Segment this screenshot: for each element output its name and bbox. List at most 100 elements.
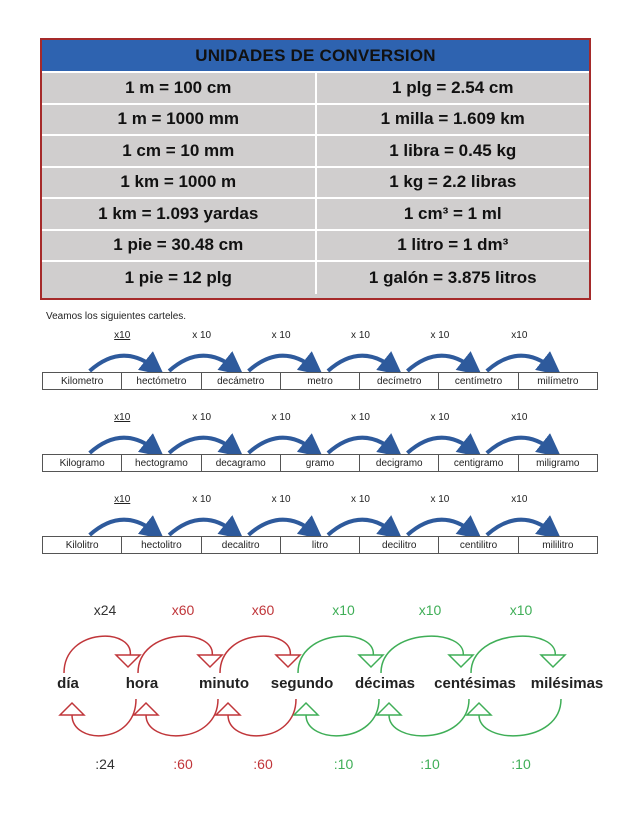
multiplier-label: x10	[114, 330, 131, 341]
multiplier-label: x24	[93, 602, 117, 618]
units-row: Kilogramo hectogramo decagramo gramo decigra…	[42, 454, 598, 472]
multiplier-label: x 10	[192, 494, 212, 505]
table-cell-left: 1 km = 1000 m	[42, 167, 317, 197]
arrow-icon	[247, 351, 324, 376]
multiplier-label: x10	[511, 330, 528, 341]
time-unit-label: hora	[125, 675, 159, 692]
arc-forward	[63, 635, 131, 674]
arc-backward	[227, 698, 297, 737]
arc-backward	[478, 698, 562, 737]
table-row: 1 pie = 30.48 cm 1 litro = 1 dm³	[42, 230, 589, 262]
multiplier-label: x 10	[430, 412, 450, 423]
arrow-up-icon	[214, 701, 242, 716]
time-unit-label: décimas	[354, 675, 416, 692]
table-row: 1 pie = 12 plg 1 galón = 3.875 litros	[42, 262, 589, 294]
arc-backward	[305, 698, 380, 737]
multiplier-label: x10	[509, 602, 533, 618]
arrow-icon	[326, 515, 403, 540]
divisor-label: :10	[333, 756, 354, 772]
arrow-icon	[485, 515, 562, 540]
unit-cell: decalitro	[202, 537, 281, 553]
table-cell-left: 1 pie = 30.48 cm	[42, 230, 317, 260]
arrow-icon	[406, 351, 482, 376]
arrow-icon	[88, 515, 165, 540]
unit-cell: centigramo	[439, 455, 519, 471]
multiplier-label: x 10	[271, 412, 291, 423]
divisor-label: :60	[253, 756, 273, 772]
table-row: 1 cm = 10 mm 1 libra = 0.45 kg	[42, 136, 589, 168]
multiplier-label: x 10	[192, 412, 212, 423]
arc-backward	[71, 698, 137, 737]
table-cell-right: 1 kg = 2.2 libras	[389, 172, 517, 192]
mass-units-diagram: x10 x 10 x 10 x 10 x 10 x10 Kilogramo hectogram…	[42, 410, 598, 476]
multiplier-label: x 10	[192, 330, 212, 341]
conversion-table: UNIDADES DE CONVERSION 1 m = 100 cm 1 pl…	[40, 38, 591, 300]
arrow-icon	[247, 433, 324, 458]
volume-units-diagram: x10 x 10 x 10 x 10 x 10 x10 Kilolitro hectolitr…	[42, 492, 598, 558]
arrow-down-icon	[539, 654, 567, 669]
divisor-label: :10	[511, 756, 531, 772]
multiplier-label: x60	[171, 602, 195, 618]
multiplier-label: x 10	[271, 494, 291, 505]
unit-cell: Kilogramo	[43, 455, 123, 471]
unit-cell: miligramo	[536, 457, 580, 469]
arrow-down-icon	[274, 654, 302, 669]
arrow-icon	[326, 433, 403, 458]
divisor-label: :24	[95, 756, 115, 772]
unit-cell: hectómetro	[122, 373, 202, 389]
unit-cell: centilitro	[439, 537, 519, 553]
table-cell-left: 1 m = 100 cm	[42, 73, 317, 103]
unit-cell: decilitro	[360, 537, 440, 553]
time-unit-label: segundo	[270, 675, 334, 692]
multiplier-label: x 10	[430, 494, 450, 505]
table-cell-left: 1 km = 1.093 yardas	[42, 199, 317, 229]
unit-cell: decigramo	[360, 455, 440, 471]
multiplier-label: x10	[418, 602, 442, 618]
unit-cell: decagramo	[202, 455, 281, 471]
arrow-icon	[247, 515, 324, 540]
units-row: Kilometro hectómetro decámetro metro decímet…	[42, 372, 598, 390]
arc-forward	[137, 635, 213, 674]
arrow-icon	[88, 433, 165, 458]
arrow-icon	[167, 351, 244, 376]
arc-backward	[388, 698, 470, 737]
arrow-icon	[167, 515, 244, 540]
time-unit-label: centésimas	[434, 675, 516, 692]
unit-cell: metro	[281, 373, 361, 389]
unit-cell: decámetro	[202, 373, 281, 389]
unit-cell: decímetro	[360, 373, 440, 389]
table-row: 1 km = 1000 m 1 kg = 2.2 libras	[42, 167, 589, 199]
multiplier-label: x60	[251, 602, 275, 618]
unit-cell: Kilometro	[43, 373, 123, 389]
time-arrows-svg	[58, 635, 567, 737]
table-cell-left: 1 pie = 12 plg	[42, 262, 317, 294]
unit-cell: centímetro	[439, 373, 519, 389]
table-cell-right: 1 litro = 1 dm³	[397, 235, 509, 255]
arrow-icon	[326, 351, 403, 376]
time-unit-label: minuto	[199, 675, 249, 692]
arrow-up-icon	[292, 701, 320, 716]
intro-text: Veamos los siguientes carteles.	[46, 311, 187, 322]
multiplier-label: x10	[114, 412, 131, 423]
multiplier-label: x10	[511, 412, 528, 423]
unit-cell: milímetro	[537, 375, 579, 387]
arc-forward	[219, 635, 291, 674]
arrow-down-icon	[196, 654, 224, 669]
table-title: UNIDADES DE CONVERSION	[42, 40, 589, 73]
arc-forward	[470, 635, 556, 674]
arrows-svg	[88, 351, 562, 376]
unit-cell: mililitro	[542, 539, 574, 551]
multiplier-label: x10	[114, 494, 131, 505]
arc-backward	[145, 698, 219, 737]
units-row: Kilolitro hectolitro decalitro litro decilit…	[42, 536, 598, 554]
arrow-up-icon	[132, 701, 160, 716]
arrows-svg	[88, 515, 562, 540]
arrow-down-icon	[114, 654, 142, 669]
table-cell-left: 1 m = 1000 mm	[42, 104, 317, 134]
arrow-icon	[88, 351, 165, 376]
arrows-svg	[88, 433, 562, 458]
table-cell-right: 1 libra = 0.45 kg	[389, 140, 517, 160]
table-cell-right: 1 plg = 2.54 cm	[392, 77, 514, 97]
time-unit-label: día	[57, 675, 79, 692]
arrow-down-icon	[447, 654, 475, 669]
